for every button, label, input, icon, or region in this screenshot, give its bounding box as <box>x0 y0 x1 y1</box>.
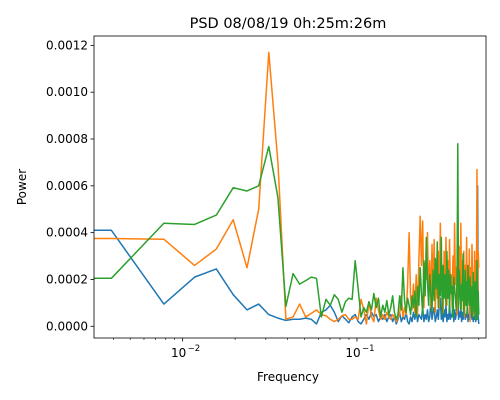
y-axis-ticks: 0.0000 0.0002 0.0004 0.0006 0.0008 0.0010 0.00… <box>46 38 94 333</box>
x-tick-label: 10 <box>171 346 186 360</box>
x-tick-label: 10 <box>345 346 360 360</box>
series-group <box>94 51 480 325</box>
y-tick-label: 0.0006 <box>46 179 88 193</box>
x-axis-ticks: 10 −2 10 −1 <box>112 338 480 360</box>
y-tick-label: 0.0000 <box>46 319 88 333</box>
x-axis-label: Frequency <box>257 370 319 384</box>
x-tick-exponent: −2 <box>188 344 201 354</box>
x-tick-exponent: −1 <box>362 344 375 354</box>
y-axis-label: Power <box>15 169 29 205</box>
chart-title: PSD 08/08/19 0h:25m:26m <box>190 16 387 32</box>
y-tick-label: 0.0012 <box>46 38 88 52</box>
plot-frame <box>93 35 487 339</box>
y-tick-label: 0.0004 <box>46 226 88 240</box>
series-line-3 <box>94 142 480 321</box>
y-tick-label: 0.0008 <box>46 132 88 146</box>
y-tick-label: 0.0002 <box>46 272 88 286</box>
y-tick-label: 0.0010 <box>46 85 88 99</box>
